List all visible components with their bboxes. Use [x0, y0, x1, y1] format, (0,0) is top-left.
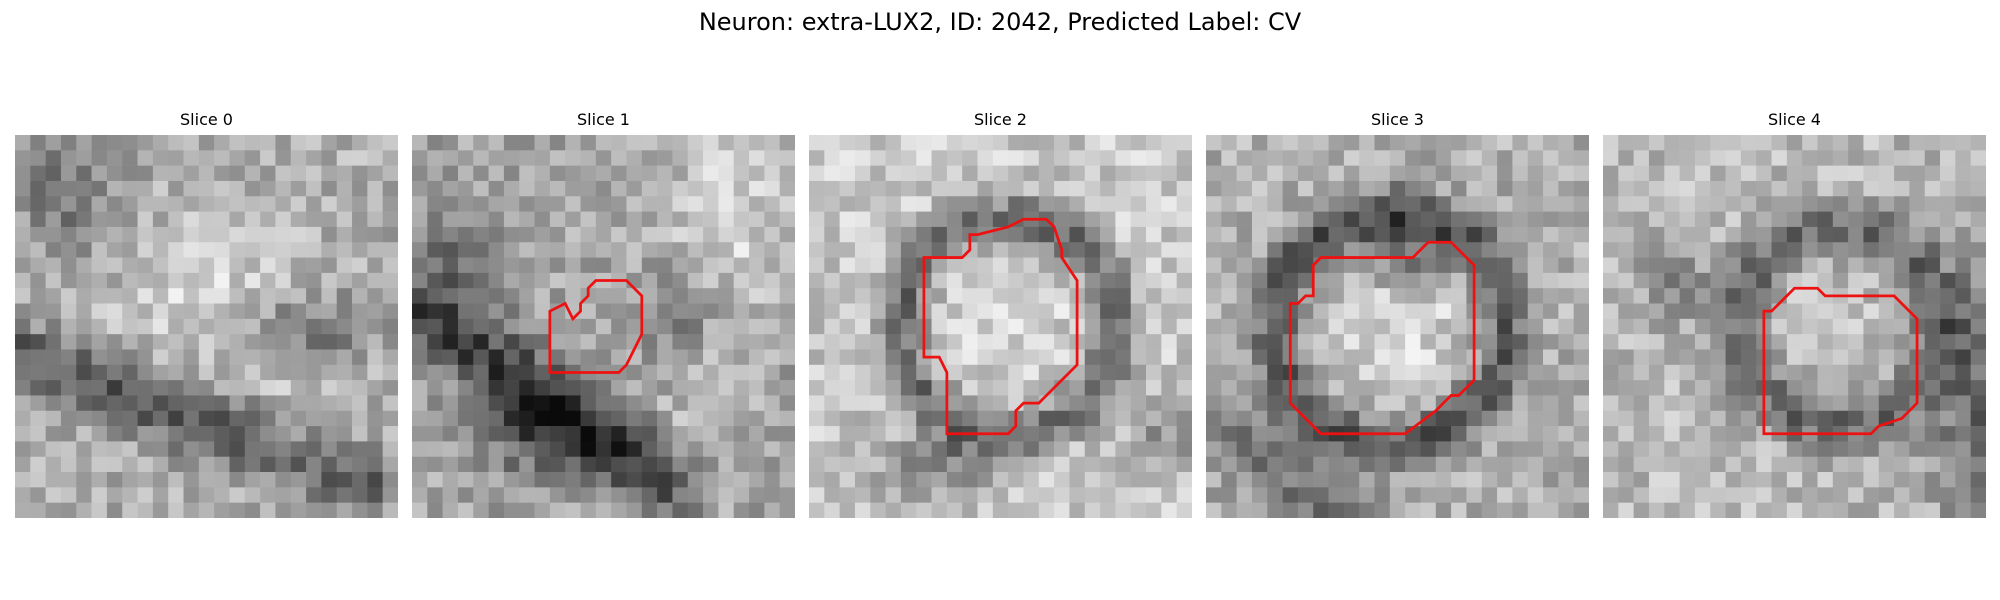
slice-1-image [412, 135, 795, 518]
slice-3-image [1206, 135, 1589, 518]
segmentation-contour [1288, 240, 1476, 436]
segmentation-contour [922, 217, 1079, 436]
slice-4-image [1603, 135, 1986, 518]
slice-image [412, 135, 795, 518]
segmentation-contour [1762, 286, 1919, 436]
panel-slice-0: Slice 0 [15, 110, 398, 518]
panel-title: Slice 2 [974, 110, 1027, 129]
panel-slice-1: Slice 1 [412, 110, 795, 518]
slice-image [809, 135, 1192, 518]
panel-slice-4: Slice 4 [1603, 110, 1986, 518]
panel-slice-2: Slice 2 [809, 110, 1192, 518]
slice-0-image [15, 135, 398, 518]
slice-image [1603, 135, 1986, 518]
panel-title: Slice 1 [577, 110, 630, 129]
panel-title: Slice 0 [180, 110, 233, 129]
slice-image [1206, 135, 1589, 518]
panel-title: Slice 3 [1371, 110, 1424, 129]
slice-image [15, 135, 398, 518]
panel-slice-3: Slice 3 [1206, 110, 1589, 518]
slice-2-image [809, 135, 1192, 518]
panel-title: Slice 4 [1768, 110, 1821, 129]
figure-title: Neuron: extra-LUX2, ID: 2042, Predicted … [698, 8, 1302, 36]
segmentation-contour [548, 279, 644, 374]
